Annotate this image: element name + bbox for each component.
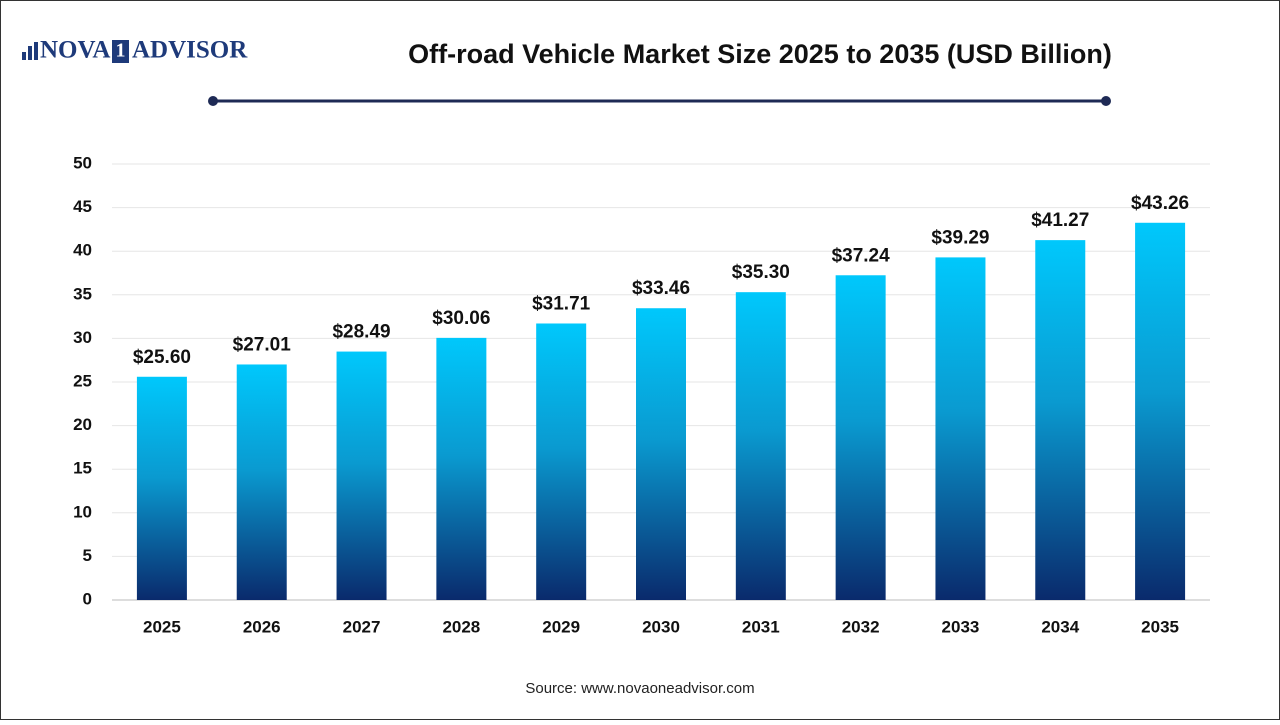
value-label: $30.06: [432, 308, 490, 329]
logo-icon: [22, 52, 26, 60]
logo-box: [112, 40, 129, 63]
x-tick-label: 2033: [942, 617, 980, 636]
y-tick-label: 30: [73, 328, 92, 347]
bar: [336, 351, 387, 600]
y-tick-label: 45: [73, 197, 92, 216]
value-label: $39.29: [931, 227, 989, 248]
logo-icon: [34, 42, 38, 60]
y-tick-label: 0: [83, 589, 92, 608]
value-label: $25.60: [133, 347, 191, 368]
y-tick-label: 5: [83, 546, 92, 565]
x-tick-label: 2034: [1041, 617, 1079, 636]
x-tick-label: 2028: [442, 617, 480, 636]
bar: [1035, 240, 1086, 600]
y-tick-label: 15: [73, 459, 92, 478]
y-tick-label: 40: [73, 241, 92, 260]
value-label: $35.30: [732, 262, 790, 283]
bar: [735, 292, 786, 600]
value-label: $41.27: [1031, 210, 1089, 231]
y-tick-label: 20: [73, 415, 92, 434]
title-rule-dot: [1101, 96, 1111, 106]
logo: NOVA 1 ADVISOR: [22, 37, 248, 64]
x-tick-label: 2025: [143, 617, 181, 636]
bar: [436, 337, 487, 600]
logo-icon: [28, 46, 32, 60]
value-label: $27.01: [233, 334, 292, 355]
y-tick-label: 50: [73, 153, 92, 172]
x-tick-label: 2031: [742, 617, 780, 636]
x-tick-label: 2026: [243, 617, 281, 636]
y-tick-label: 25: [73, 371, 92, 390]
x-tick-label: 2035: [1141, 617, 1179, 636]
y-tick-label: 10: [73, 502, 92, 521]
bar: [835, 275, 886, 600]
value-label: $43.26: [1131, 193, 1189, 214]
x-tick-label: 2032: [842, 617, 880, 636]
x-tick-label: 2027: [343, 617, 381, 636]
logo-mark: 1: [116, 40, 126, 62]
value-label: $33.46: [632, 278, 690, 299]
bar: [236, 364, 287, 600]
x-tick-label: 2030: [642, 617, 680, 636]
bar: [536, 323, 587, 600]
bar: [636, 308, 686, 600]
value-label: $37.24: [832, 245, 891, 266]
value-label: $28.49: [332, 322, 390, 343]
source: Source: www.novaoneadvisor.com: [525, 680, 754, 697]
logo-text: ADVISOR: [132, 37, 248, 64]
bar: [136, 376, 187, 600]
y-tick-label: 35: [73, 284, 92, 303]
bar: [1135, 222, 1186, 600]
title-rule-dot: [208, 96, 218, 106]
logo-text: NOVA: [40, 37, 110, 64]
x-tick-label: 2029: [542, 617, 580, 636]
value-label: $31.71: [532, 294, 591, 315]
chart-title: Off-road Vehicle Market Size 2025 to 203…: [408, 39, 1112, 69]
bar: [935, 257, 986, 600]
